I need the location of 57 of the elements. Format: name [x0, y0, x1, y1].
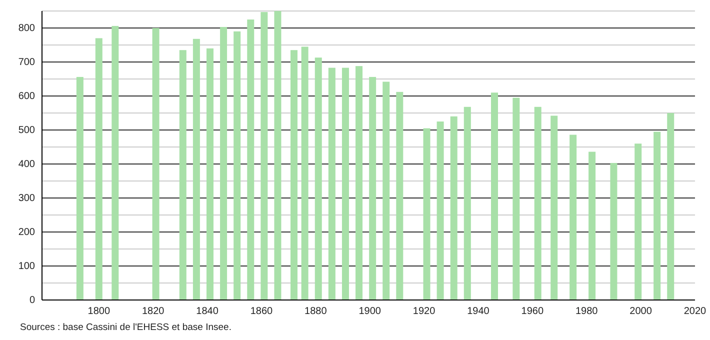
bar [490, 92, 498, 300]
y-tick-label: 0 [29, 295, 36, 306]
x-tick-label: 1940 [467, 306, 490, 317]
bar [290, 50, 298, 300]
x-tick-label: 1920 [412, 306, 436, 317]
bar [550, 116, 558, 300]
y-tick-label: 300 [18, 193, 36, 204]
bar [179, 50, 186, 300]
bar [301, 46, 308, 300]
bar [112, 26, 119, 300]
x-tick-label: 2000 [630, 306, 652, 317]
bar [234, 31, 241, 300]
x-tick-label: 1960 [521, 306, 544, 317]
x-tick-label: 1820 [142, 306, 165, 317]
bar [342, 68, 349, 300]
source-note: Sources : base Cassini de l'EHESS et base Insee. [20, 322, 232, 333]
bar [76, 76, 84, 300]
bar [534, 106, 542, 300]
bar [192, 38, 200, 300]
bar [220, 26, 228, 300]
bar [654, 132, 661, 300]
x-tick-label: 1880 [304, 306, 328, 317]
bar [667, 113, 674, 300]
bar [450, 116, 458, 300]
x-tick-label: 1900 [358, 306, 382, 317]
bar [95, 38, 102, 300]
bar [274, 11, 282, 300]
x-tick-label: 2020 [684, 306, 707, 317]
y-tick-label: 500 [18, 125, 36, 136]
y-tick-label: 600 [18, 91, 36, 102]
bar [206, 48, 214, 300]
bar [464, 106, 471, 300]
y-tick-label: 200 [18, 227, 36, 238]
bar [382, 82, 390, 300]
bar [610, 162, 618, 300]
bar [328, 68, 336, 300]
bar [396, 92, 404, 300]
y-tick-label: 100 [18, 261, 36, 272]
y-tick-label: 400 [18, 159, 36, 170]
y-tick-label: 700 [18, 57, 36, 68]
bar [369, 76, 376, 300]
bar [356, 66, 363, 300]
bar [512, 98, 520, 300]
bar [634, 144, 642, 300]
bar [314, 58, 322, 300]
bar [436, 122, 444, 300]
bar [423, 128, 430, 300]
x-tick-label: 1860 [250, 306, 274, 317]
bar [152, 28, 160, 300]
x-tick-label: 1980 [575, 306, 598, 317]
bar [247, 20, 254, 300]
bar [260, 12, 268, 300]
x-tick-label: 1800 [88, 306, 110, 317]
x-tick-label: 1840 [196, 306, 219, 317]
bar [588, 152, 596, 300]
bar [570, 134, 577, 300]
y-tick-label: 800 [18, 23, 36, 34]
